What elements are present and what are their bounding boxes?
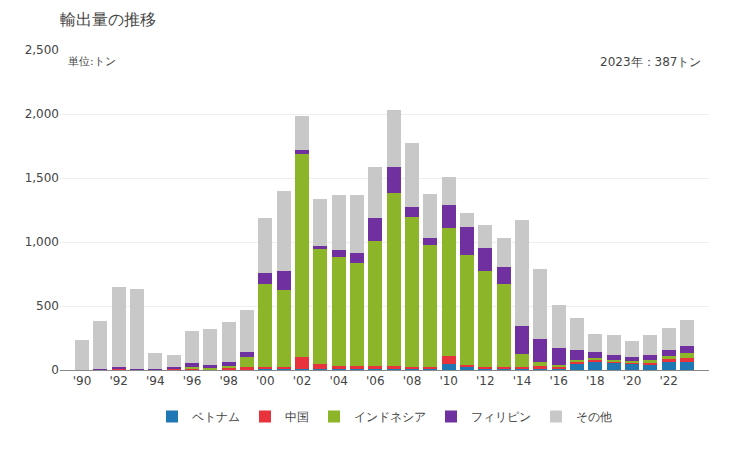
svg-text:'18: '18 — [586, 374, 605, 388]
svg-text:'02: '02 — [293, 374, 312, 388]
svg-text:その他: その他 — [576, 410, 612, 424]
svg-text:'20: '20 — [623, 374, 642, 388]
svg-text:'12: '12 — [476, 374, 495, 388]
svg-text:'00: '00 — [256, 374, 275, 388]
svg-text:インドネシア: インドネシア — [354, 410, 426, 424]
svg-text:単位:トン: 単位:トン — [68, 55, 116, 68]
svg-text:0: 0 — [51, 363, 59, 377]
svg-text:中国: 中国 — [285, 410, 309, 424]
svg-text:'94: '94 — [146, 374, 165, 388]
svg-text:2,000: 2,000 — [25, 107, 59, 121]
svg-text:500: 500 — [36, 299, 59, 313]
svg-text:'96: '96 — [183, 374, 202, 388]
svg-text:'14: '14 — [513, 374, 532, 388]
svg-text:'92: '92 — [109, 374, 128, 388]
svg-text:'90: '90 — [73, 374, 92, 388]
svg-text:'16: '16 — [549, 374, 568, 388]
svg-text:'10: '10 — [439, 374, 458, 388]
svg-text:'04: '04 — [329, 374, 348, 388]
svg-text:輸出量の推移: 輸出量の推移 — [60, 10, 156, 29]
svg-text:'98: '98 — [219, 374, 238, 388]
svg-text:2,500: 2,500 — [25, 43, 59, 57]
svg-text:'06: '06 — [366, 374, 385, 388]
svg-text:'08: '08 — [403, 374, 422, 388]
svg-text:'22: '22 — [659, 374, 678, 388]
svg-text:1,500: 1,500 — [25, 171, 59, 185]
svg-text:ベトナム: ベトナム — [192, 410, 240, 424]
svg-text:2023年：387トン: 2023年：387トン — [600, 55, 701, 69]
svg-text:1,000: 1,000 — [25, 235, 59, 249]
svg-text:フィリピン: フィリピン — [471, 410, 531, 424]
